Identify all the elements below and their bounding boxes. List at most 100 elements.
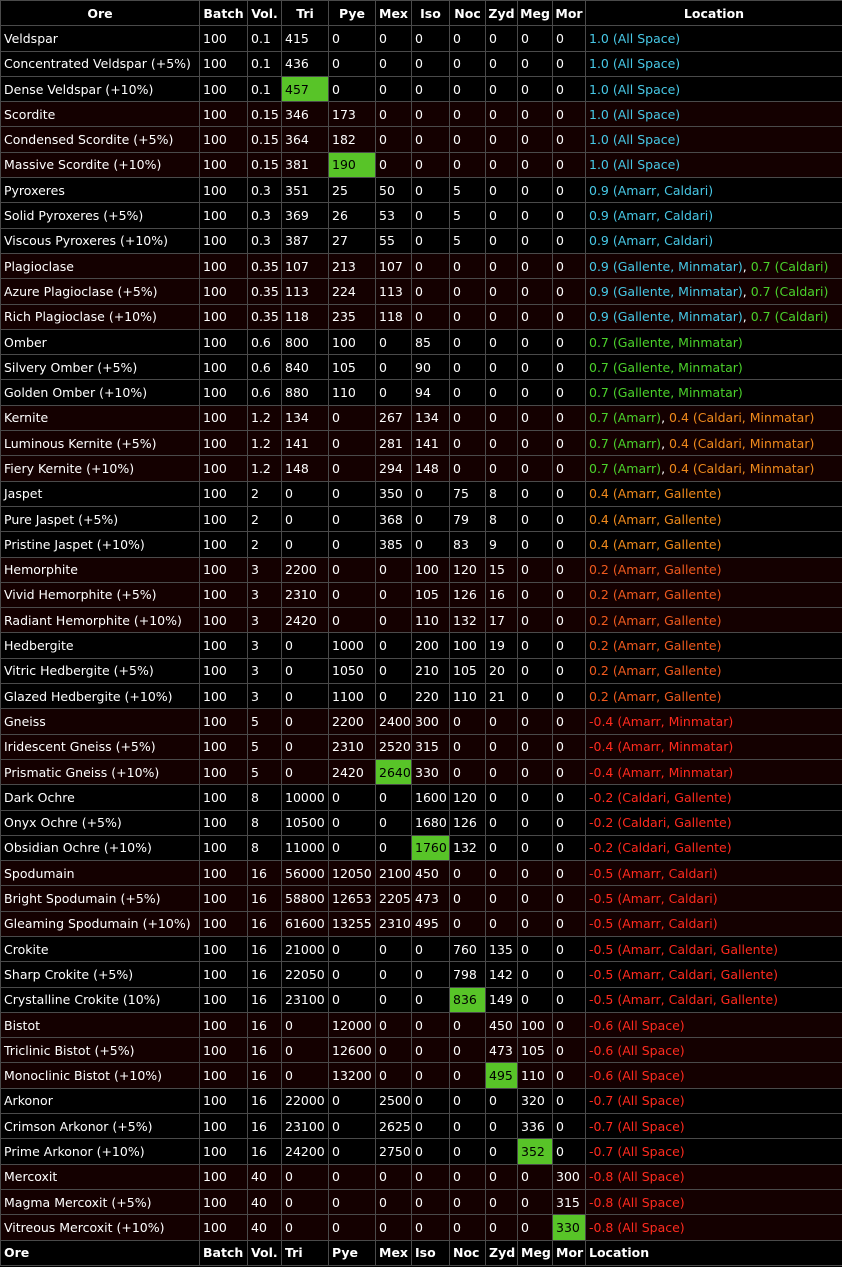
mex-cell: 267 xyxy=(375,404,412,432)
zyd-cell: 495 xyxy=(485,1062,518,1089)
pye-cell: 0 xyxy=(328,480,376,507)
location-cell: 0.7 (Gallente, Minmatar) xyxy=(585,379,842,406)
footer-header-pye: Pye xyxy=(328,1239,376,1266)
meg-cell: 110 xyxy=(517,1062,553,1089)
table-row: Concentrated Veldspar (+5%) 100 0.1 436 0 0 0 0… xyxy=(0,50,842,77)
batch-cell: 100 xyxy=(199,531,248,558)
column-header-tri[interactable]: Tri xyxy=(281,0,329,27)
batch-cell: 100 xyxy=(199,885,248,912)
mor-cell: 0 xyxy=(552,1138,586,1165)
pye-cell: 0 xyxy=(328,25,376,52)
meg-cell: 0 xyxy=(517,961,553,988)
ore-name-cell: Pyroxeres xyxy=(0,177,200,204)
tri-cell: 0 xyxy=(281,632,329,659)
iso-cell: 300 xyxy=(411,708,450,735)
mor-cell: 0 xyxy=(552,834,586,862)
meg-cell: 0 xyxy=(517,404,553,432)
column-header-iso[interactable]: Iso xyxy=(411,0,450,27)
meg-cell: 0 xyxy=(517,252,553,280)
column-header-meg[interactable]: Meg xyxy=(517,0,553,27)
meg-cell: 0 xyxy=(517,556,553,583)
noc-cell: 126 xyxy=(449,809,486,836)
meg-cell: 0 xyxy=(517,177,553,204)
meg-cell: 0 xyxy=(517,935,553,963)
tri-cell: 2310 xyxy=(281,581,329,609)
batch-cell: 100 xyxy=(199,151,248,179)
iso-cell: 0 xyxy=(411,50,450,77)
mor-cell: 0 xyxy=(552,328,586,356)
ore-name-cell: Rich Plagioclase (+10%) xyxy=(0,303,200,330)
batch-cell: 100 xyxy=(199,834,248,862)
column-header-batch[interactable]: Batch xyxy=(199,0,248,27)
table-row: Vitreous Mercoxit (+10%) 100 40 0 0 0 0 0 0 0 330-… xyxy=(0,1214,842,1241)
pye-cell: 182 xyxy=(328,126,376,153)
batch-cell: 100 xyxy=(199,177,248,204)
mex-cell: 0 xyxy=(375,683,412,710)
batch-cell: 100 xyxy=(199,328,248,356)
noc-cell: 132 xyxy=(449,834,486,862)
mor-cell: 315 xyxy=(552,1188,586,1216)
volume-cell: 16 xyxy=(247,1113,282,1140)
pye-cell: 0 xyxy=(328,455,376,482)
table-row: Kernite 100 1.2 134 0 267 134 0 0 0 0 0.7 (Amarr), … xyxy=(0,404,842,432)
volume-cell: 0.6 xyxy=(247,328,282,356)
tri-cell: 0 xyxy=(281,480,329,507)
batch-cell: 100 xyxy=(199,227,248,254)
mor-cell: 0 xyxy=(552,986,586,1013)
zyd-cell: 0 xyxy=(485,885,518,912)
table-row: Massive Scordite (+10%) 100 0.15 381 190 0 0 0 0… xyxy=(0,151,842,179)
pye-cell: 0 xyxy=(328,961,376,988)
location-segment: -0.4 (Amarr, Minmatar) xyxy=(589,739,734,755)
location-cell: 0.7 (Gallente, Minmatar) xyxy=(585,354,842,381)
location-segment: 1.0 (All Space) xyxy=(589,30,681,46)
iso-cell: 0 xyxy=(411,531,450,558)
batch-cell: 100 xyxy=(199,809,248,836)
iso-cell: 0 xyxy=(411,25,450,52)
iso-cell: 0 xyxy=(411,75,450,103)
column-header-noc[interactable]: Noc xyxy=(449,0,486,27)
batch-cell: 100 xyxy=(199,75,248,103)
meg-cell: 0 xyxy=(517,758,553,786)
column-header-ore[interactable]: Ore xyxy=(0,0,200,27)
column-header-pye[interactable]: Pye xyxy=(328,0,376,27)
mex-cell: 0 xyxy=(375,1062,412,1089)
table-row: Pure Jaspet (+5%) 100 2 0 0 368 0 79 8 0 0 0.4 (Ama… xyxy=(0,505,842,533)
volume-cell: 0.3 xyxy=(247,202,282,229)
mex-cell: 2750 xyxy=(375,1138,412,1165)
mor-cell: 0 xyxy=(552,25,586,52)
pye-cell: 0 xyxy=(328,50,376,77)
iso-cell: 100 xyxy=(411,556,450,583)
ore-name-cell: Concentrated Veldspar (+5%) xyxy=(0,50,200,77)
volume-cell: 8 xyxy=(247,834,282,862)
batch-cell: 100 xyxy=(199,455,248,482)
column-header-zyd[interactable]: Zyd xyxy=(485,0,518,27)
mor-cell: 0 xyxy=(552,505,586,533)
noc-cell: 79 xyxy=(449,505,486,533)
iso-cell: 0 xyxy=(411,1163,450,1190)
location-segment: -0.5 (Amarr, Caldari, Gallente) xyxy=(589,941,779,957)
ore-name-cell: Kernite xyxy=(0,404,200,432)
iso-cell: 200 xyxy=(411,632,450,659)
column-header-mor[interactable]: Mor xyxy=(552,0,586,27)
location-cell: 1.0 (All Space) xyxy=(585,25,842,52)
mex-cell: 0 xyxy=(375,834,412,862)
pye-cell: 12000 xyxy=(328,1011,376,1039)
table-row: Vivid Hemorphite (+5%) 100 3 2310 0 0 105 126 16… xyxy=(0,581,842,609)
pye-cell: 25 xyxy=(328,177,376,204)
tri-cell: 880 xyxy=(281,379,329,406)
column-header-vol[interactable]: Vol. xyxy=(247,0,282,27)
mex-cell: 2520 xyxy=(375,733,412,760)
column-header-mex[interactable]: Mex xyxy=(375,0,412,27)
pye-cell: 0 xyxy=(328,1087,376,1115)
pye-cell: 26 xyxy=(328,202,376,229)
noc-cell: 100 xyxy=(449,632,486,659)
batch-cell: 100 xyxy=(199,708,248,735)
noc-cell: 0 xyxy=(449,1214,486,1241)
column-header-location[interactable]: Location xyxy=(585,0,842,27)
meg-cell: 0 xyxy=(517,657,553,685)
location-cell: 0.9 (Amarr, Caldari) xyxy=(585,202,842,229)
ore-name-cell: Gleaming Spodumain (+10%) xyxy=(0,910,200,937)
tri-cell: 0 xyxy=(281,531,329,558)
zyd-cell: 8 xyxy=(485,505,518,533)
volume-cell: 0.15 xyxy=(247,126,282,153)
